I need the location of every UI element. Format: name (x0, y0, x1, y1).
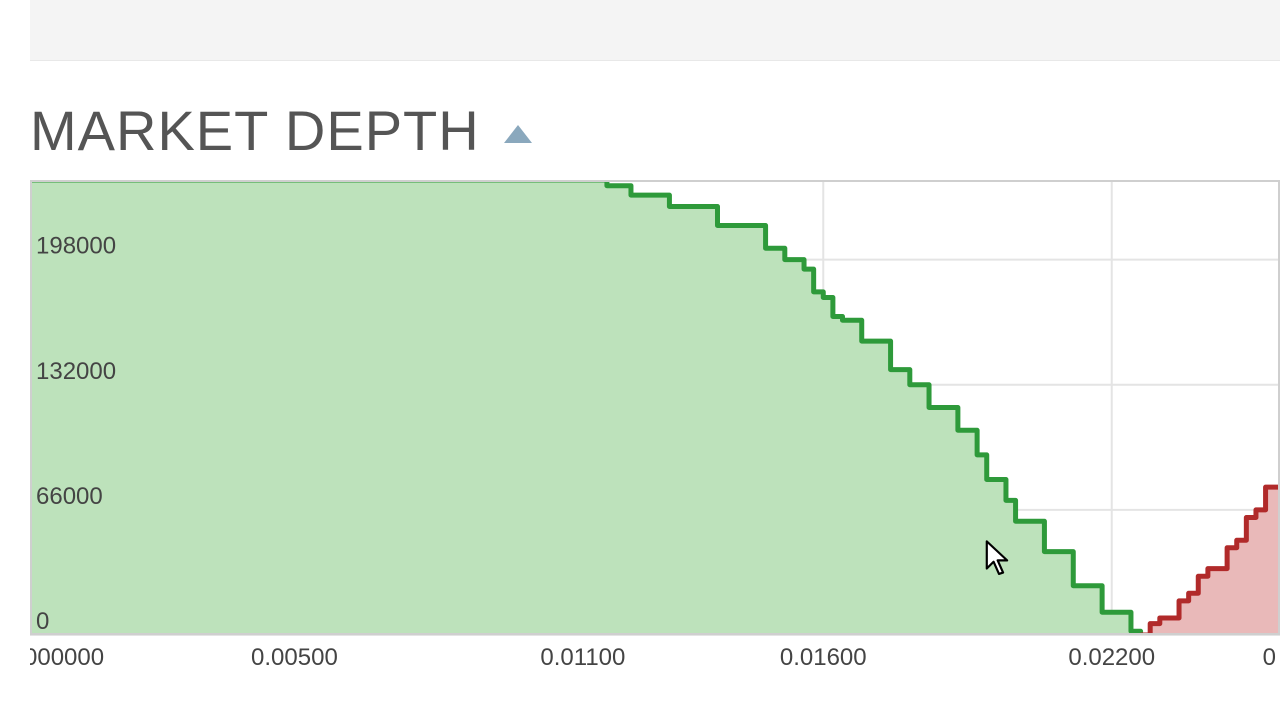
y-tick-label: 0 (36, 608, 49, 635)
chevron-up-icon[interactable] (504, 125, 532, 143)
section-title: MARKET DEPTH (30, 98, 480, 163)
section-header[interactable]: MARKET DEPTH (30, 98, 532, 163)
depth-chart-svg[interactable]: 0 66000 132000 198000 0.000000 0.00500 0.01100… (30, 180, 1280, 680)
x-tick-label: 0.01600 (780, 644, 867, 671)
y-tick-label: 66000 (36, 483, 103, 510)
market-depth-chart[interactable]: 0 66000 132000 198000 0.000000 0.00500 0.01100… (30, 180, 1280, 680)
x-tick-label: 0.01100 (540, 644, 625, 671)
x-tick-label: 0.02200 (1068, 644, 1155, 671)
x-tick-label: 0.00500 (251, 644, 338, 671)
x-tick-label: 0.000000 (30, 644, 104, 671)
y-tick-label: 198000 (36, 233, 116, 260)
top-strip (30, 0, 1280, 61)
x-tick-label: 0 (1263, 644, 1276, 671)
y-tick-label: 132000 (36, 358, 116, 385)
